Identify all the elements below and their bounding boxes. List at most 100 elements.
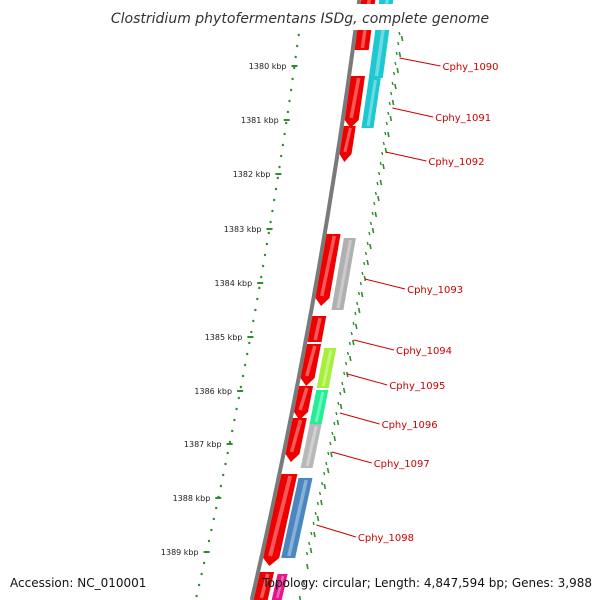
ruler-dot: [237, 396, 240, 400]
ruler-dot: [286, 110, 290, 114]
gene-block-fill: [339, 126, 356, 162]
gene-block: [281, 478, 313, 558]
gene-callout-line: [347, 373, 388, 386]
ruler-dot: [202, 561, 206, 565]
strand-dash: [363, 261, 366, 266]
strand-dash: [337, 401, 340, 406]
gene-block-shine: [336, 239, 352, 309]
title-backdrop: [110, 4, 490, 30]
gene-callout-line: [316, 524, 357, 538]
gene-callout-line: [364, 278, 406, 290]
strand-dash: [391, 81, 394, 86]
strand-dash: [352, 321, 355, 326]
gene-callout-line: [353, 339, 395, 351]
gene-block-fill: [361, 78, 381, 128]
gene-block-shine: [287, 479, 308, 557]
strand-dash: [395, 51, 398, 56]
ruler-dot: [260, 275, 263, 279]
gene-block-fill: [316, 348, 337, 388]
strand-dash: [327, 451, 330, 456]
gene-label-cphy_1094: Cphy_1094: [396, 346, 452, 357]
gene-block-shine: [321, 349, 333, 387]
ruler-dot: [215, 506, 218, 510]
gene-block-shine: [305, 345, 317, 377]
ruler-dot: [271, 209, 274, 213]
strand-dot: [320, 499, 323, 506]
ruler-dot: [274, 187, 278, 191]
strand-dash: [308, 541, 311, 546]
ruler-tick-label: 1385 kbp: [205, 333, 243, 342]
gene-block-fill: [285, 418, 307, 462]
ruler-dot: [246, 352, 249, 356]
strand-dot: [316, 515, 320, 522]
map-title: Clostridium phytofermentans ISDg, comple…: [111, 11, 489, 27]
ruler-dot: [210, 528, 213, 532]
ruler-tick-label: 1389 kbp: [161, 548, 199, 557]
strand-dot: [323, 483, 327, 490]
strand-dot: [349, 355, 352, 362]
strand-dash: [392, 71, 396, 76]
gene-label-cphy_1097: Cphy_1097: [374, 459, 430, 470]
gene-label-cphy_1093: Cphy_1093: [407, 285, 463, 296]
gene-block: [344, 76, 365, 128]
strand-dash: [343, 371, 346, 376]
strand-dash: [312, 521, 315, 526]
backbone-line: [249, 0, 362, 600]
ruler-dot: [278, 165, 281, 169]
strand-dash: [366, 241, 369, 246]
gene-block-shine: [349, 77, 361, 119]
gene-block-fill: [309, 390, 329, 424]
gene-block-shine: [259, 573, 270, 599]
strand-dot: [360, 291, 364, 298]
ruler-dot: [200, 572, 203, 576]
strand-dash: [369, 221, 373, 226]
gene-block: [253, 572, 275, 600]
strand-dash: [382, 141, 385, 146]
strand-dot: [374, 211, 378, 218]
ruler-dot: [231, 429, 234, 433]
gene-block-shine: [366, 79, 377, 127]
ruler-dot: [252, 319, 255, 323]
ruler-dot: [254, 308, 257, 312]
gene-block-fill: [315, 234, 341, 306]
strand-dot: [342, 387, 346, 394]
gene-block-shine: [289, 419, 303, 453]
gene-callout-line: [385, 151, 427, 162]
ruler-dot: [265, 242, 269, 246]
gene-block: [339, 126, 356, 162]
strand-dash: [384, 131, 387, 136]
strand-dot: [302, 579, 306, 586]
gene-block-fill: [281, 478, 313, 558]
strand-dash: [388, 101, 391, 106]
strand-dash: [314, 511, 317, 516]
strand-dot: [357, 307, 361, 314]
accession-text: Accession: NC_010001: [10, 576, 146, 590]
strand-dash: [357, 291, 361, 296]
gene-label-cphy_1092: Cphy_1092: [428, 157, 484, 168]
ruler-dot: [226, 451, 229, 455]
ruler-dot: [222, 473, 225, 477]
strand-dot: [382, 163, 385, 170]
strand-dash: [321, 481, 324, 486]
gene-callout-line: [339, 412, 380, 425]
gene-block: [307, 316, 327, 342]
strand-dot: [396, 67, 399, 74]
strand-dot: [387, 131, 390, 138]
strand-dash: [323, 471, 326, 476]
strand-dot: [379, 179, 383, 186]
strand-dot: [306, 563, 309, 570]
gene-features: [253, 0, 394, 600]
gene-label-cphy_1096: Cphy_1096: [382, 420, 438, 431]
strand-dash: [371, 211, 374, 216]
ruler-dot: [297, 33, 300, 37]
ruler-dot: [273, 198, 276, 202]
strand-dash: [398, 31, 401, 36]
ruler-dot: [280, 154, 283, 158]
strand-dot: [394, 83, 397, 90]
ruler-tick-label: 1388 kbp: [173, 494, 211, 503]
strand-dot: [339, 403, 343, 410]
strand-dot: [352, 339, 355, 346]
gene-block-shine: [313, 317, 322, 341]
strand-dot: [333, 435, 336, 442]
ruler-tick-label: 1381 kbp: [241, 116, 279, 125]
